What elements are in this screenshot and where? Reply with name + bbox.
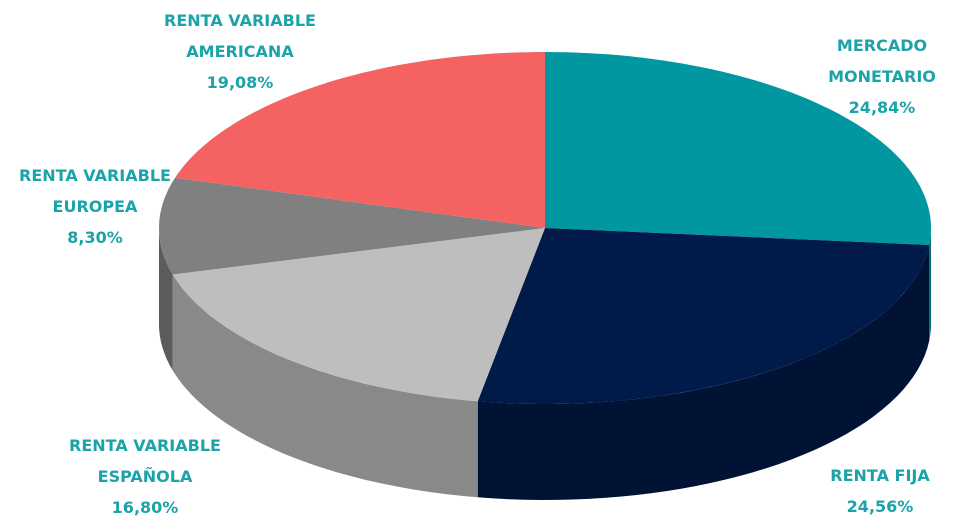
value-label: 8,30% bbox=[67, 228, 123, 247]
slice-label: RENTA FIJA 24,56% bbox=[790, 460, 957, 522]
value-label: 24,56% bbox=[846, 497, 914, 516]
value-label: 19,08% bbox=[206, 73, 274, 92]
value-label: 16,80% bbox=[111, 498, 179, 517]
category-name: RENTA VARIABLE EUROPEA bbox=[19, 166, 171, 216]
slice-side bbox=[929, 228, 931, 341]
slice bbox=[175, 52, 545, 228]
slice-side bbox=[477, 245, 930, 500]
slice-label: RENTA VARIABLE EUROPEA 8,30% bbox=[0, 160, 190, 253]
category-name: RENTA VARIABLE ESPAÑOLA bbox=[69, 436, 221, 486]
slice-label: RENTA VARIABLE AMERICANA 19,08% bbox=[140, 5, 340, 98]
category-name: RENTA VARIABLE AMERICANA bbox=[164, 11, 316, 61]
slice-label: RENTA VARIABLE ESPAÑOLA 16,80% bbox=[40, 430, 250, 523]
category-name: MERCADO MONETARIO bbox=[828, 36, 936, 86]
slice bbox=[545, 52, 931, 245]
slice bbox=[172, 228, 545, 402]
slice bbox=[477, 228, 930, 404]
slice bbox=[159, 177, 545, 275]
value-label: 24,84% bbox=[848, 98, 916, 117]
slice-side bbox=[172, 274, 478, 498]
slice-label: MERCADO MONETARIO 24,84% bbox=[812, 30, 952, 123]
category-name: RENTA FIJA bbox=[830, 466, 930, 485]
slice-side bbox=[159, 228, 173, 371]
